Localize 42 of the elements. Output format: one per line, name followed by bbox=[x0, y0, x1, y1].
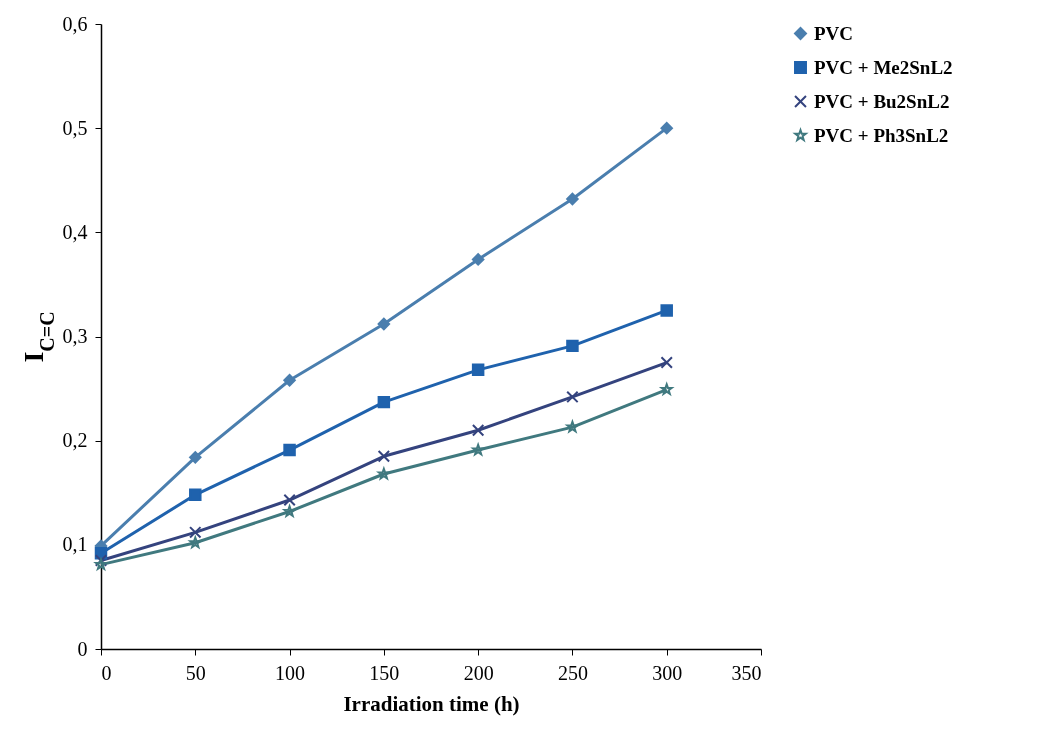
point bbox=[283, 443, 296, 457]
point bbox=[94, 554, 108, 567]
y-tick-label: 0,5 bbox=[62, 116, 88, 139]
y-tick-label: 0,3 bbox=[62, 325, 88, 347]
y-tick-label: 0,6 bbox=[62, 12, 88, 35]
legend-label: PVC + Bu2SnL2 bbox=[814, 90, 950, 112]
x-tick-label: 50 bbox=[185, 661, 206, 684]
point bbox=[189, 526, 202, 539]
legend-label: PVC bbox=[814, 22, 854, 44]
point bbox=[189, 488, 202, 502]
point bbox=[471, 253, 485, 266]
x-tick-label: 350 bbox=[731, 661, 762, 684]
x-tick-label: 0 bbox=[101, 661, 112, 684]
legend-label: PVC + Ph3SnL2 bbox=[814, 124, 949, 146]
point bbox=[471, 424, 485, 437]
point bbox=[187, 534, 202, 550]
point bbox=[281, 503, 296, 519]
point bbox=[566, 339, 579, 353]
point bbox=[660, 356, 673, 369]
x-tick-label: 150 bbox=[369, 661, 400, 684]
point bbox=[660, 121, 673, 135]
x-tick-label: 100 bbox=[275, 661, 306, 684]
point bbox=[566, 192, 579, 206]
x-tick-label: 300 bbox=[652, 661, 683, 684]
y-tick-label: 0,2 bbox=[62, 429, 88, 452]
y-tick-label: 0,4 bbox=[62, 220, 88, 243]
point bbox=[377, 317, 391, 331]
x-tick-label: 200 bbox=[463, 661, 494, 684]
point bbox=[660, 304, 673, 317]
x-tick-label: 250 bbox=[557, 661, 588, 684]
point bbox=[283, 374, 296, 387]
y-tick-label: 0 bbox=[77, 637, 88, 660]
point bbox=[377, 395, 391, 409]
point bbox=[377, 450, 391, 463]
point bbox=[283, 493, 296, 507]
legend-label: PVC + Me2SnL2 bbox=[814, 56, 953, 78]
point bbox=[566, 390, 579, 404]
x-axis-title: Irradiation time (h) bbox=[343, 691, 520, 716]
y-tick-label: 0,1 bbox=[62, 533, 88, 556]
point bbox=[189, 451, 202, 464]
point bbox=[377, 467, 390, 480]
point bbox=[471, 363, 485, 377]
